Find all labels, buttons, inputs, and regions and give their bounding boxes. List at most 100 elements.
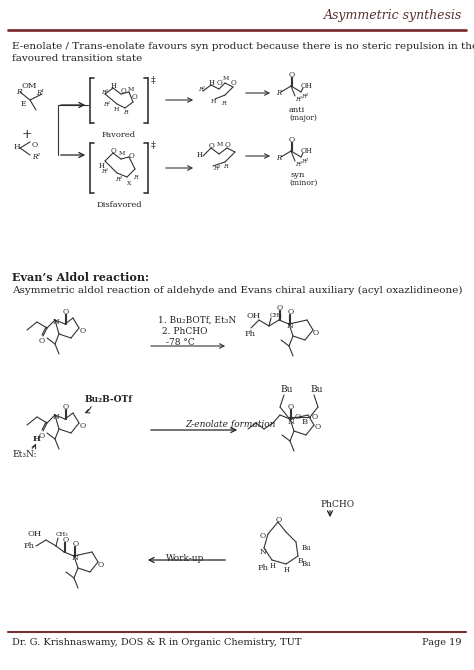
Text: syn: syn [291, 171, 305, 179]
Text: CH₃: CH₃ [56, 532, 69, 537]
Text: OH: OH [301, 147, 313, 155]
Text: O: O [277, 304, 283, 312]
Text: Favored: Favored [102, 131, 136, 139]
Text: O: O [288, 403, 294, 411]
Text: R¹: R¹ [101, 169, 108, 174]
Text: H: H [99, 162, 105, 170]
Text: R¹: R¹ [295, 162, 302, 167]
Text: R: R [123, 110, 128, 115]
Text: O: O [80, 327, 86, 335]
Text: R²: R² [115, 177, 122, 182]
Text: -78 °C: -78 °C [166, 338, 195, 347]
Text: H: H [111, 82, 117, 90]
Text: O: O [129, 152, 135, 160]
Text: N: N [288, 418, 295, 426]
Text: E-enolate / Trans-enolate favours syn product because there is no steric repulsi: E-enolate / Trans-enolate favours syn pr… [12, 42, 474, 51]
Text: Work-up: Work-up [166, 554, 204, 563]
Text: O: O [260, 532, 266, 540]
Text: H: H [33, 435, 41, 443]
Text: R¹: R¹ [198, 87, 205, 92]
Text: O: O [63, 536, 69, 544]
Text: R¹: R¹ [36, 89, 44, 97]
Text: Bu: Bu [280, 385, 292, 394]
Text: O: O [80, 422, 86, 430]
Text: ‡: ‡ [151, 76, 156, 85]
Text: O: O [63, 403, 69, 411]
Text: N: N [287, 322, 294, 330]
Text: O: O [231, 79, 237, 87]
Text: O: O [121, 87, 127, 95]
Text: OH: OH [247, 312, 261, 320]
Text: O: O [39, 432, 45, 440]
Text: H: H [14, 143, 21, 151]
Text: R²: R² [213, 166, 220, 171]
Text: 2. PhCHO: 2. PhCHO [162, 327, 208, 336]
Text: (major): (major) [289, 114, 317, 122]
Text: N: N [53, 413, 60, 421]
Text: M: M [119, 151, 126, 156]
Text: Bu: Bu [302, 544, 311, 552]
Text: R: R [223, 164, 228, 169]
Text: B: B [298, 557, 304, 565]
Text: O: O [276, 516, 282, 524]
Text: R: R [276, 154, 281, 162]
Text: H: H [114, 107, 119, 112]
Text: R²: R² [32, 153, 40, 161]
Text: Page 19: Page 19 [422, 638, 462, 647]
Text: Asymmetric synthesis: Asymmetric synthesis [324, 9, 462, 22]
Text: Et₃N:: Et₃N: [12, 450, 36, 459]
Text: N: N [72, 554, 79, 562]
Text: Disfavored: Disfavored [96, 201, 142, 209]
Text: (minor): (minor) [289, 179, 318, 187]
Text: Evan’s Aldol reaction:: Evan’s Aldol reaction: [12, 272, 149, 283]
Text: O: O [312, 413, 318, 421]
Text: E: E [21, 100, 27, 108]
Text: O: O [288, 308, 294, 316]
Text: H: H [197, 151, 203, 159]
Text: Z-enolate formation: Z-enolate formation [185, 420, 275, 429]
Text: anti: anti [289, 106, 305, 114]
Text: Bu: Bu [302, 560, 311, 568]
Text: M: M [217, 142, 223, 147]
Text: M: M [128, 87, 134, 92]
Text: R: R [16, 88, 22, 96]
Text: PhCHO: PhCHO [320, 500, 354, 509]
Text: O: O [209, 142, 215, 150]
Text: R²: R² [301, 159, 308, 164]
Text: N: N [53, 318, 60, 326]
Text: R¹: R¹ [103, 102, 110, 107]
Text: O: O [39, 337, 45, 345]
Text: O: O [73, 540, 79, 548]
Text: OH: OH [301, 82, 313, 90]
Text: H: H [209, 79, 215, 87]
Text: O: O [98, 561, 104, 569]
Text: O: O [132, 93, 138, 101]
Text: H: H [284, 566, 290, 574]
Text: R: R [133, 175, 138, 180]
Text: O: O [32, 141, 38, 149]
Text: ‡: ‡ [151, 141, 156, 150]
Text: B: B [302, 418, 308, 426]
Text: M: M [223, 76, 229, 81]
Text: R¹: R¹ [295, 97, 302, 102]
Text: 1. Bu₂BOTf, Et₃N: 1. Bu₂BOTf, Et₃N [158, 316, 236, 325]
Text: OH: OH [28, 530, 42, 538]
Text: Ph: Ph [258, 564, 269, 572]
Text: Bu₂B-OTf: Bu₂B-OTf [85, 395, 133, 404]
Text: N: N [260, 548, 267, 556]
Text: R²: R² [301, 94, 308, 99]
Text: X: X [127, 181, 131, 186]
Text: H: H [270, 562, 276, 570]
Text: Asymmetric aldol reaction of aldehyde and Evans chiral auxiliary (acyl oxazlidin: Asymmetric aldol reaction of aldehyde an… [12, 286, 463, 295]
Text: O: O [111, 147, 117, 155]
Text: +: + [22, 128, 33, 141]
Text: O: O [217, 79, 223, 87]
Text: Dr. G. Krishnaswamy, DOS & R in Organic Chemistry, TUT: Dr. G. Krishnaswamy, DOS & R in Organic … [12, 638, 301, 647]
Text: O: O [295, 413, 301, 421]
Text: O: O [225, 141, 231, 149]
Text: Ph: Ph [245, 330, 256, 338]
Text: H: H [211, 99, 216, 104]
Text: O: O [315, 423, 321, 431]
Text: Ph: Ph [24, 542, 35, 550]
Text: R: R [276, 89, 281, 97]
